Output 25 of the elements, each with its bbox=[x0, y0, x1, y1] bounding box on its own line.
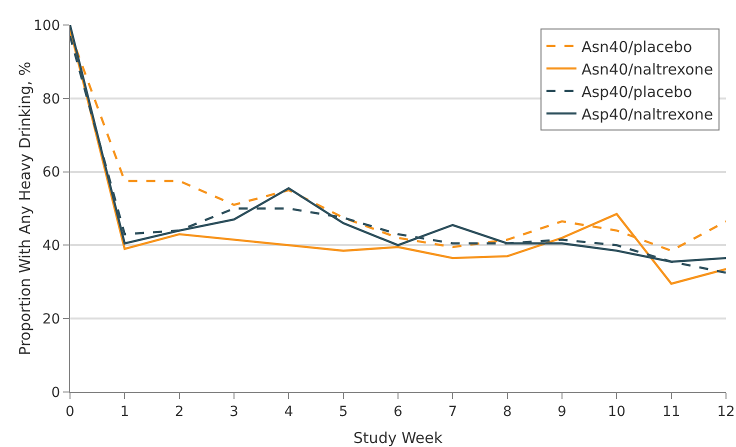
y-tick-label: 100 bbox=[33, 18, 60, 34]
x-tick-label: 5 bbox=[338, 404, 348, 420]
x-tick-label: 10 bbox=[608, 404, 626, 420]
y-tick-label: 20 bbox=[42, 312, 60, 328]
x-tick-label: 9 bbox=[558, 404, 566, 420]
legend-label: Asp40/placebo bbox=[581, 82, 692, 101]
y-tick-label: 0 bbox=[51, 384, 60, 401]
legend-label: Asp40/naltrexone bbox=[581, 105, 714, 124]
y-tick-label: 60 bbox=[42, 164, 60, 181]
x-tick-label: 4 bbox=[284, 404, 294, 420]
legend-label: Asn40/naltrexone bbox=[581, 60, 714, 78]
x-tick-label: 0 bbox=[66, 404, 74, 420]
y-axis-title: Proportion With Any Heavy Drinking, % bbox=[16, 62, 34, 356]
x-tick-label: 11 bbox=[662, 404, 680, 420]
x-tick-label: 7 bbox=[448, 404, 458, 420]
y-tick-label: 40 bbox=[42, 238, 60, 254]
x-tick-label: 12 bbox=[717, 404, 735, 420]
y-tick-label: 80 bbox=[42, 91, 60, 108]
x-tick-label: 6 bbox=[394, 404, 403, 420]
x-tick-label: 1 bbox=[120, 404, 130, 420]
x-tick-label: 2 bbox=[174, 404, 184, 420]
x-tick-label: 3 bbox=[230, 404, 238, 420]
legend-label: Asn40/placebo bbox=[581, 38, 692, 56]
x-axis-title: Study Week bbox=[353, 429, 443, 447]
x-tick-label: 8 bbox=[502, 404, 512, 420]
